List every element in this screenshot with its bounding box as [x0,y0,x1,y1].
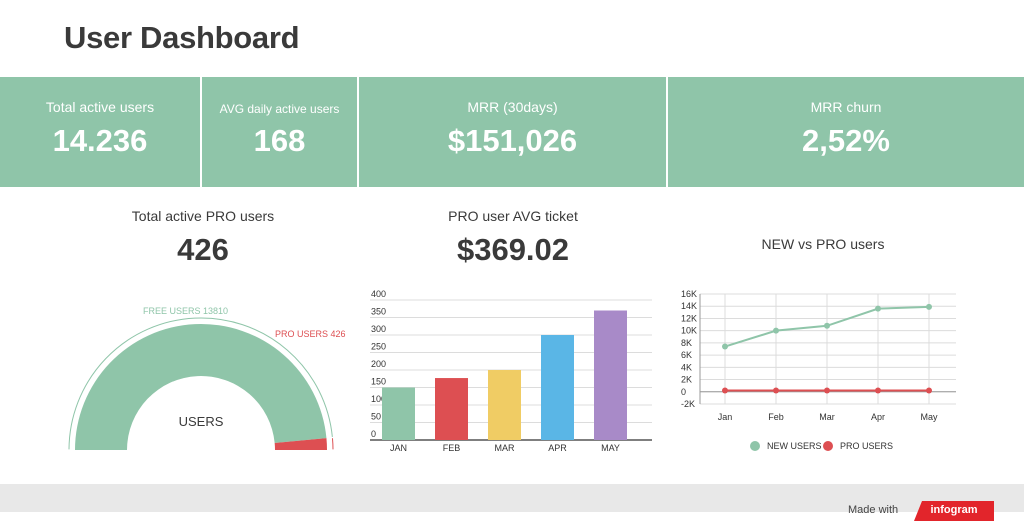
bar-y-tick-label: 350 [371,307,386,317]
bar-apr [541,335,574,440]
new-vs-pro-line-chart: -2K 0 2K 4K 6K 8K 10K 12K 14K 16K Jan Feb Mar Apr May N… [681,289,956,451]
line-y-tick-label: 14K [681,301,697,311]
users-gauge-chart: FREE USERS 13810 PRO USERS 426 USERS [68,306,346,450]
kpi-mrr: MRR (30days) $151,026 [359,77,668,187]
kpi-value: 14.236 [52,123,148,158]
stat-label: PRO user AVG ticket [448,208,578,224]
stat-value: $369.02 [456,232,570,267]
bar-y-tick-label: 250 [371,342,386,352]
bar-mar [488,370,521,440]
kpi-value: 168 [253,123,306,158]
stat-pro-ticket: PRO user AVG ticket $369.02 [413,208,613,268]
gauge-label-free-users: FREE USERS 13810 [143,306,228,316]
gauge-guide-arc [68,317,333,450]
kpi-value: 2,52% [802,123,890,158]
line-x-tick-label: Mar [819,412,835,422]
legend-swatch [823,441,833,451]
bar-x-tick-label: MAY [601,443,620,453]
gauge-slice-free-users [75,323,327,450]
bar-y-tick-label: 150 [371,377,386,387]
line-point-new-users [722,343,728,350]
bar-y-tick-label: 0 [371,429,376,439]
pro-ticket-bar-chart: 0 50 100 150 200 250 300 350 400 JAN FEB MAR APR MAY [370,289,652,453]
line-point-pro-users [824,387,830,394]
made-with-text: Made with [848,504,899,516]
bar-y-tick-label: 100 [371,394,386,404]
line-x-tick-label: Jan [718,412,733,422]
line-y-tick-label: 6K [681,350,692,360]
line-point-pro-users [722,387,728,394]
stat-pro-users: Total active PRO users 426 [103,208,303,268]
kpi-label: MRR (30days) [467,99,558,115]
gauge-guide-arc [331,438,334,450]
bar-y-tick-label: 50 [371,412,381,422]
line-point-new-users [926,303,932,310]
line-point-pro-users [875,387,881,394]
stat-value: 426 [177,232,229,267]
line-y-tick-label: 0 [681,387,686,397]
line-y-tick-label: 4K [681,362,692,372]
line-y-tick-label: 10K [681,326,697,336]
line-x-tick-label: Feb [768,412,784,422]
bar-y-tick-label: 200 [371,359,386,369]
legend-swatch [750,441,760,451]
infogram-logo[interactable]: infogram [914,501,994,521]
legend-label: PRO USERS [840,441,893,451]
kpi-total-active-users: Total active users 14.236 [0,77,202,187]
gauge-label-pro-users: PRO USERS 426 [275,329,346,339]
line-point-new-users [773,327,779,334]
line-point-pro-users [773,387,779,394]
page-title: User Dashboard [64,20,300,55]
kpi-band: Total active users 14.236 AVG daily acti… [0,77,1024,187]
kpi-label: MRR churn [810,99,882,115]
line-y-tick-label: 12K [681,313,697,323]
line-y-tick-label: 2K [681,375,692,385]
line-y-tick-label: 16K [681,289,697,299]
kpi-mrr-churn: MRR churn 2,52% [668,77,1024,187]
line-x-tick-label: Apr [871,412,885,422]
line-y-tick-label: -2K [681,399,695,409]
kpi-label: Total active users [45,99,155,115]
line-point-new-users [875,305,881,312]
bar-x-tick-label: JAN [390,443,407,453]
bar-x-tick-label: APR [548,443,567,453]
kpi-label: AVG daily active users [219,102,340,116]
gauge-slice-pro-users [274,438,327,450]
gauge-center-label: USERS [179,414,224,429]
bar-y-tick-label: 400 [371,289,386,299]
kpi-avg-daily-active-users: AVG daily active users 168 [202,77,359,187]
line-point-pro-users [926,387,932,394]
line-chart-title: NEW vs PRO users [761,236,885,252]
footer-bar: Made with infogram [0,484,1024,521]
line-y-tick-label: 8K [681,338,692,348]
kpi-value: $151,026 [447,123,578,158]
line-x-tick-label: May [920,412,938,422]
bar-x-tick-label: FEB [443,443,461,453]
bar-may [594,310,627,440]
bar-jan [382,387,415,440]
bar-x-tick-label: MAR [495,443,516,453]
bar-feb [435,378,468,440]
legend-label: NEW USERS [767,441,822,451]
bar-y-tick-label: 300 [371,324,386,334]
stat-label: Total active PRO users [131,208,275,224]
line-point-new-users [824,322,830,329]
